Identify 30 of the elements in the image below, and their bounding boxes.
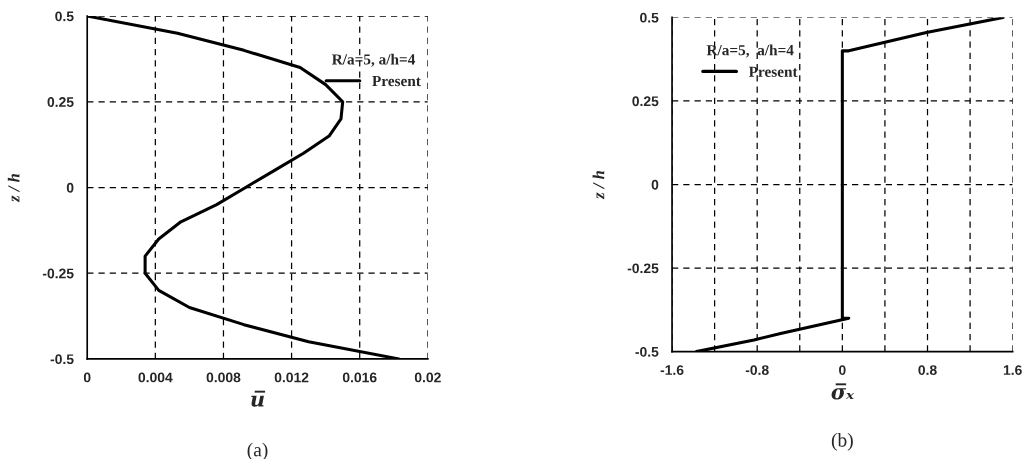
x-tick-label: 0.008 [206, 372, 241, 383]
x-tick-label: 1.6 [1003, 365, 1022, 375]
x-axis-title: u̅ [251, 390, 266, 407]
x-tick-label: 0.02 [414, 372, 441, 383]
y-tick-label: -0.25 [627, 263, 659, 274]
x-tick-label: -0.8 [745, 365, 769, 375]
legend-label: Present [748, 66, 798, 77]
y-tick-label: -0.5 [50, 354, 74, 365]
y-tick-label: 0.25 [632, 96, 659, 107]
y-axis-title: z / h [592, 170, 605, 200]
x-axis-title: σ̅ₓ [831, 383, 855, 400]
y-tick-label: 0 [66, 182, 74, 193]
legend-title: R/a=5, a/h=4 [706, 44, 794, 58]
x-tick-label: 0.012 [274, 372, 309, 383]
y-tick-label: -0.5 [635, 346, 659, 357]
y-tick-label: 0.25 [47, 97, 74, 107]
y-tick-label: -0.25 [42, 268, 74, 279]
x-tick-label: 0.8 [918, 365, 937, 375]
legend-label: Present [372, 76, 421, 87]
x-tick-label: 0.004 [138, 372, 173, 383]
y-axis-title: z / h [7, 173, 20, 203]
y-tick-label: 0 [651, 179, 659, 190]
x-tick-label: 0 [839, 365, 846, 375]
text: (b) [831, 433, 853, 451]
y-tick-label: 0.5 [640, 12, 659, 23]
legend-title: R/a=5, a/h=4 [331, 53, 416, 67]
x-tick-label: 0 [83, 372, 91, 383]
x-tick-label: 0.016 [342, 372, 377, 383]
y-tick-label: 0.5 [55, 11, 74, 22]
x-tick-label: -1.6 [660, 365, 684, 375]
